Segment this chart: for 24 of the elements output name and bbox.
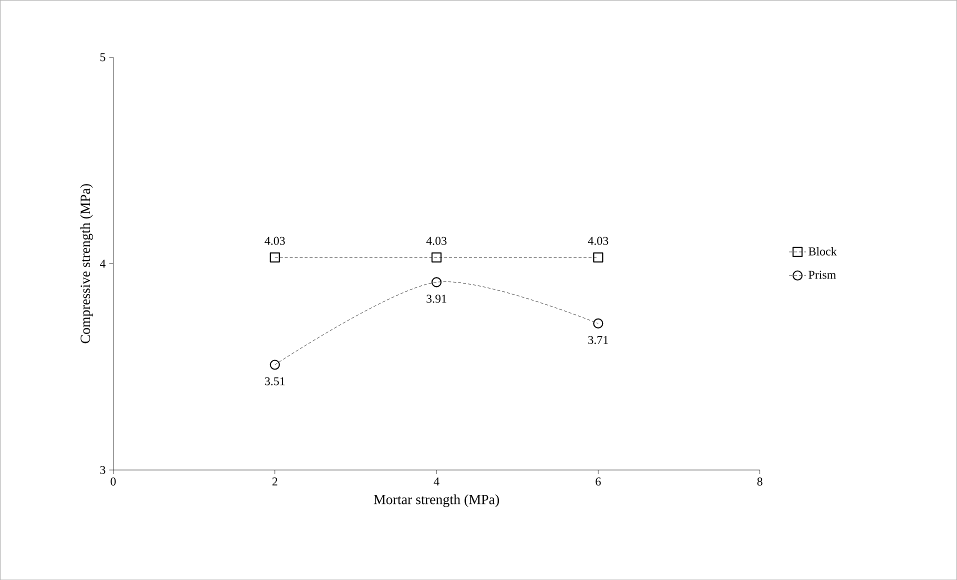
- data-label: 3.71: [588, 336, 608, 344]
- x-tick-label: 8: [757, 477, 762, 486]
- y-tick-label: 5: [100, 53, 106, 62]
- legend-label: Prism: [808, 270, 836, 279]
- point: [593, 252, 604, 262]
- y-tick-label: 3: [100, 466, 106, 474]
- data-label: 3.91: [426, 294, 446, 303]
- point: [270, 360, 280, 370]
- data-label: 4.03: [588, 236, 608, 245]
- x-tick-label: 0: [110, 477, 116, 486]
- data-label: 4.03: [264, 236, 285, 245]
- x-tick-label: 6: [596, 477, 601, 486]
- data-label: 3.51: [265, 377, 285, 386]
- y-tick-label: 4: [100, 260, 106, 268]
- point: [431, 252, 442, 262]
- data-label: 4.03: [426, 236, 447, 245]
- x-tick-label: 4: [434, 477, 440, 486]
- point: [431, 277, 442, 288]
- x-axis-title: Mortar strength (MPa): [374, 494, 500, 507]
- point: [593, 318, 604, 328]
- y-axis-title: Compressive strength (MPa): [80, 184, 93, 344]
- legend-label: Block: [808, 246, 837, 256]
- point: [270, 252, 280, 262]
- x-tick-label: 2: [272, 477, 278, 486]
